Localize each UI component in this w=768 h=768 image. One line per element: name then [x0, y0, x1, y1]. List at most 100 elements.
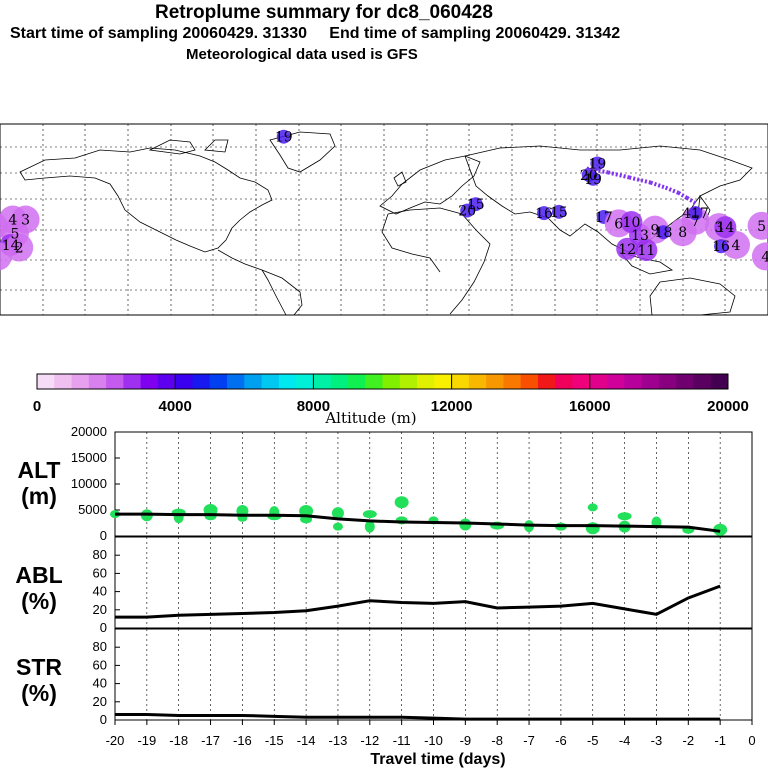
colorbar-tick-label: 8000 — [297, 398, 330, 415]
plume-age-label: 19 — [584, 172, 602, 188]
colorbar-cell — [572, 374, 591, 389]
colorbar-cell — [693, 374, 712, 389]
altitude-point — [587, 503, 598, 512]
panel-alt: 0 5000 10000 15000 20000 ALT(m) — [17, 424, 753, 543]
colorbar-cell — [37, 374, 55, 389]
x-tick-label: -18 — [169, 733, 188, 748]
plume-track — [650, 180, 667, 190]
colorbar-cell — [261, 374, 280, 389]
plume-age-label: 12 — [618, 242, 636, 258]
y-tick-label: 80 — [93, 639, 107, 654]
colorbar-cell — [417, 374, 435, 389]
colorbar-label: Altitude (m) — [324, 409, 416, 427]
plume-marker — [688, 206, 703, 221]
panel-name: ALT — [17, 457, 60, 483]
plume-marker — [551, 204, 566, 219]
colorbar-cell — [227, 374, 245, 389]
y-tick-label: 10000 — [71, 476, 107, 491]
panel-str: 0 20 40 60 80 STR(%) — [16, 628, 753, 727]
x-tick-label: -5 — [587, 733, 599, 748]
colorbar-cell — [88, 374, 107, 389]
colorbar-cell — [347, 374, 366, 389]
colorbar-cell — [175, 374, 193, 389]
plume-age-label: 14 — [2, 238, 20, 254]
colorbar-cell — [555, 374, 574, 389]
colorbar-cell — [209, 374, 228, 389]
panel-unit: (%) — [21, 588, 57, 614]
colorbar-cell — [382, 374, 401, 389]
plume-age-label: 10 — [623, 215, 641, 231]
y-tick-label: 5000 — [78, 502, 107, 517]
colorbar-cell — [244, 374, 263, 389]
plume-age-label: 3 — [714, 220, 723, 236]
altitude-point — [332, 522, 343, 531]
plume-age-label: 4 — [732, 238, 741, 254]
x-tick-label: -2 — [683, 733, 695, 748]
plume-age-label: 16 — [712, 239, 730, 255]
plume-age-label: 2 — [15, 241, 24, 257]
plume-age-label: 5 — [757, 219, 766, 235]
altitude-point — [203, 504, 218, 516]
colorbar-cell — [451, 374, 470, 389]
plume-marker — [714, 216, 737, 239]
plume-marker — [616, 237, 639, 260]
plume-age-label: 5 — [10, 227, 19, 243]
y-tick-label: 60 — [93, 565, 107, 580]
colorbar-cell — [710, 374, 729, 389]
colorbar-tick-label: 20000 — [707, 398, 749, 415]
plume-marker — [747, 211, 768, 240]
x-axis-label: Travel time (days) — [370, 751, 505, 768]
colorbar-tick-label: 16000 — [569, 398, 611, 415]
end-time-label: End time of sampling 20060429. 31342 — [329, 25, 621, 42]
altitude-point — [394, 496, 409, 509]
met-data-label: Meteorological data used is GFS — [186, 46, 418, 63]
y-tick-label: 0 — [100, 620, 107, 635]
altitude-colorbar: 0 4000 8000 12000 16000 20000 Altitude (m) — [33, 373, 749, 427]
plume-age-label: 19 — [588, 156, 606, 172]
colorbar-cell — [641, 374, 660, 389]
y-tick-label: 0 — [100, 712, 107, 727]
panel-name: ABL — [15, 562, 62, 588]
colorbar-cell — [330, 374, 349, 389]
altitude-point — [617, 512, 632, 521]
plume-age-label: 14 — [716, 220, 734, 236]
x-tick-label: 0 — [748, 733, 755, 748]
colorbar-cell — [365, 374, 383, 389]
colorbar-cell — [123, 374, 142, 389]
colorbar-cell — [399, 374, 418, 389]
panel-name: STR — [16, 654, 62, 680]
plume-age-label: 4 — [761, 249, 768, 265]
plume-age-label: 8 — [678, 225, 687, 241]
y-tick-label: 40 — [93, 676, 107, 691]
plume-marker — [276, 129, 291, 144]
altitude-point — [173, 511, 184, 524]
time-series-panels: 05000100001500020000ALT(m)020406080ABL(%… — [15, 424, 755, 748]
plume-age-label: 20 — [458, 204, 476, 220]
colorbar-cell — [157, 374, 176, 389]
chart-title: Retroplume summary for dc8_060428 — [155, 2, 493, 23]
x-tick-label: -15 — [265, 733, 284, 748]
plume-marker — [656, 225, 671, 240]
plume-age-label: 7 — [691, 214, 700, 230]
colorbar-cell — [313, 374, 332, 389]
colorbar-cell — [140, 374, 159, 389]
plume-track — [677, 191, 688, 200]
x-tick-label: -13 — [329, 733, 348, 748]
plume-marker — [586, 171, 601, 186]
plume-marker — [681, 206, 710, 235]
x-tick-label: -16 — [233, 733, 252, 748]
x-tick-label: -20 — [106, 733, 125, 748]
colorbar-cell — [624, 374, 643, 389]
y-tick-label: 15000 — [71, 450, 107, 465]
sampling-times: Start time of sampling 20060429. 31330 E… — [10, 25, 620, 43]
x-tick-label: -14 — [297, 733, 316, 748]
colorbar-cell — [607, 374, 625, 389]
plume-age-label: 4 — [8, 213, 17, 229]
plume-marker — [635, 239, 658, 262]
plume-age-label: 15 — [550, 205, 568, 221]
x-tick-label: -7 — [523, 733, 535, 748]
plume-age-label: 17 — [595, 210, 613, 226]
plume-marker — [722, 230, 750, 259]
y-tick-label: 80 — [93, 547, 107, 562]
